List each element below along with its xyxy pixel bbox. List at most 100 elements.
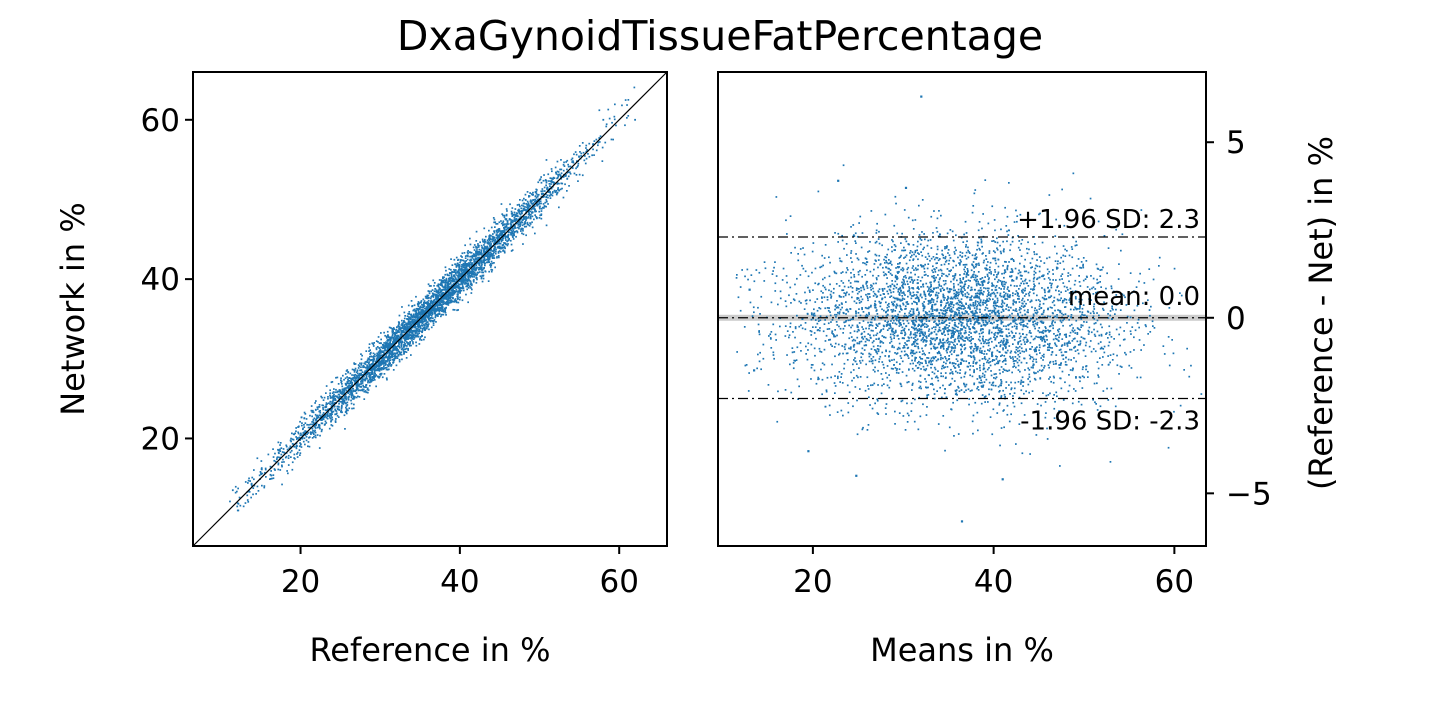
scatter-point [524, 199, 527, 201]
scatter-point [425, 316, 427, 319]
scatter-point [378, 353, 380, 356]
scatter-point [549, 177, 552, 179]
scatter-point [434, 304, 437, 307]
scatter-point [420, 309, 423, 311]
bland-altman-point [1093, 308, 1096, 310]
bland-altman-point [1100, 286, 1102, 288]
scatter-point [340, 407, 343, 410]
scatter-point [310, 433, 312, 435]
scatter-point [394, 339, 397, 342]
scatter-point [464, 268, 467, 271]
scatter-point [441, 308, 444, 311]
scatter-point [391, 331, 394, 334]
scatter-point [454, 298, 456, 301]
scatter-point [444, 310, 446, 313]
scatter-point [293, 453, 296, 456]
scatter-point [326, 408, 329, 411]
scatter-point [457, 291, 459, 294]
bland-altman-point [909, 256, 912, 258]
scatter-point [545, 205, 547, 208]
scatter-point [515, 218, 518, 220]
scatter-point [505, 223, 508, 225]
scatter-point [304, 422, 307, 424]
scatter-point [369, 363, 372, 366]
scatter-point [358, 365, 361, 368]
scatter-point [501, 230, 504, 233]
scatter-point [474, 267, 477, 270]
scatter-point [391, 328, 394, 330]
bland-altman-point [909, 281, 912, 283]
scatter-point [398, 331, 400, 333]
scatter-point [475, 240, 478, 242]
scatter-point [360, 358, 363, 361]
scatter-point [378, 368, 381, 370]
scatter-point [534, 205, 536, 208]
scatter-point [332, 391, 335, 393]
scatter-point [430, 302, 432, 304]
scatter-point [545, 198, 548, 201]
bland-altman-point [1019, 383, 1022, 385]
scatter-point [283, 451, 285, 454]
scatter-point [405, 336, 407, 338]
scatter-point [389, 355, 392, 358]
scatter-point [522, 229, 524, 232]
scatter-point [447, 288, 450, 290]
bland-altman-point [1034, 347, 1037, 350]
bland-altman-point [988, 388, 990, 391]
bland-altman-point [810, 366, 813, 369]
scatter-point [412, 309, 415, 312]
scatter-point [421, 308, 424, 311]
scatter-point [462, 278, 464, 280]
scatter-point [467, 268, 469, 271]
scatter-point [279, 444, 281, 446]
scatter-point [560, 182, 563, 185]
scatter-point [432, 296, 435, 298]
scatter-point [531, 211, 534, 214]
scatter-point [393, 346, 395, 348]
scatter-point [470, 255, 473, 258]
scatter-point [523, 225, 526, 228]
scatter-point [382, 351, 385, 354]
bland-altman-point [942, 343, 944, 345]
scatter-point [385, 353, 387, 355]
bland-altman-point [1053, 316, 1055, 318]
bland-altman-point [840, 272, 843, 274]
scatter-point [296, 438, 298, 441]
bland-altman-point [957, 303, 960, 306]
scatter-point [363, 362, 366, 365]
scatter-point [307, 426, 310, 429]
scatter-point [319, 410, 321, 412]
bland-altman-point [855, 312, 857, 315]
scatter-point [258, 474, 261, 477]
scatter-point [457, 264, 459, 267]
scatter-point [569, 165, 572, 168]
bland-altman-point [995, 362, 998, 365]
scatter-point [514, 225, 516, 227]
scatter-point [336, 376, 339, 379]
scatter-point [438, 309, 440, 312]
scatter-point [442, 310, 445, 313]
bland-altman-point [1124, 351, 1126, 354]
scatter-point [438, 279, 441, 281]
scatter-point [460, 281, 463, 283]
scatter-point [392, 340, 395, 343]
scatter-point [315, 423, 318, 425]
bland-altman-point [888, 259, 890, 261]
scatter-point [448, 286, 451, 289]
scatter-point [477, 243, 479, 245]
scatter-point [304, 430, 306, 432]
bland-altman-point [870, 321, 873, 324]
scatter-point [483, 258, 486, 261]
scatter-point [504, 236, 507, 238]
scatter-point [531, 212, 533, 214]
scatter-point [519, 221, 522, 224]
scatter-point [347, 378, 349, 381]
scatter-point [383, 346, 386, 348]
scatter-point [413, 336, 416, 339]
scatter-point [447, 304, 450, 306]
scatter-point [491, 238, 494, 240]
scatter-point [423, 301, 426, 304]
scatter-point [431, 313, 434, 315]
scatter-point [435, 291, 438, 293]
scatter-point [457, 296, 459, 299]
